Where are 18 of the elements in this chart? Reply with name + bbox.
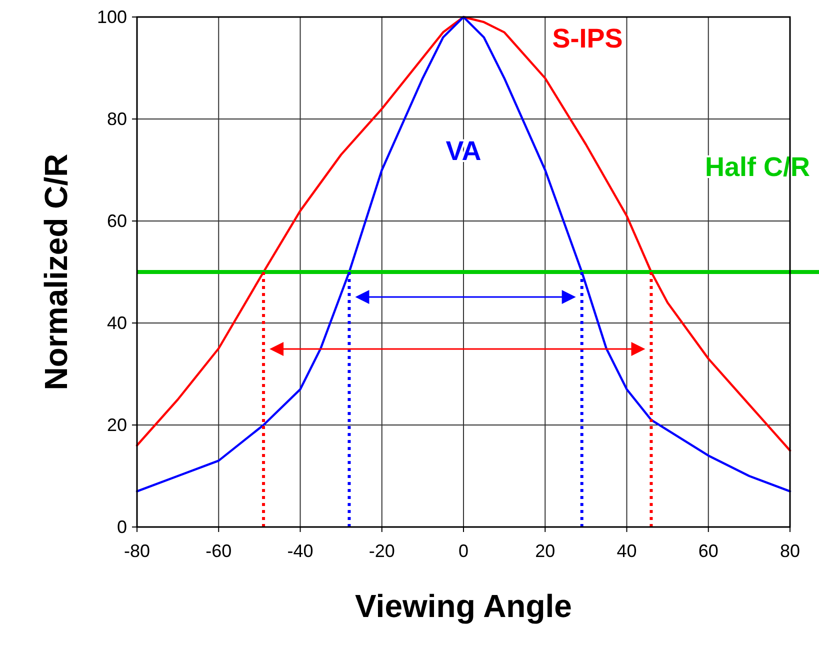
y-tick-label: 100 [96,7,127,27]
x-tick-label: 80 [780,541,800,561]
y-tick-label: 0 [116,517,127,537]
y-tick-label: 80 [106,109,127,129]
x-tick-label: 0 [458,541,469,561]
x-tick-label: 40 [616,541,637,561]
x-tick-label: 20 [535,541,556,561]
y-tick-label: 20 [106,415,127,435]
y-tick-label: 60 [106,211,127,231]
x-tick-label: 60 [698,541,718,561]
x-tick-label: -20 [368,541,395,561]
x-axis-title: Viewing Angle [355,588,572,624]
x-tick-label: -60 [206,541,232,561]
y-tick-label: 40 [106,313,127,333]
x-tick-label: -40 [287,541,314,561]
x-tick-label: -80 [124,541,150,561]
y-axis-title: Normalized C/R [38,154,74,390]
series-label: S-IPS [552,24,623,54]
